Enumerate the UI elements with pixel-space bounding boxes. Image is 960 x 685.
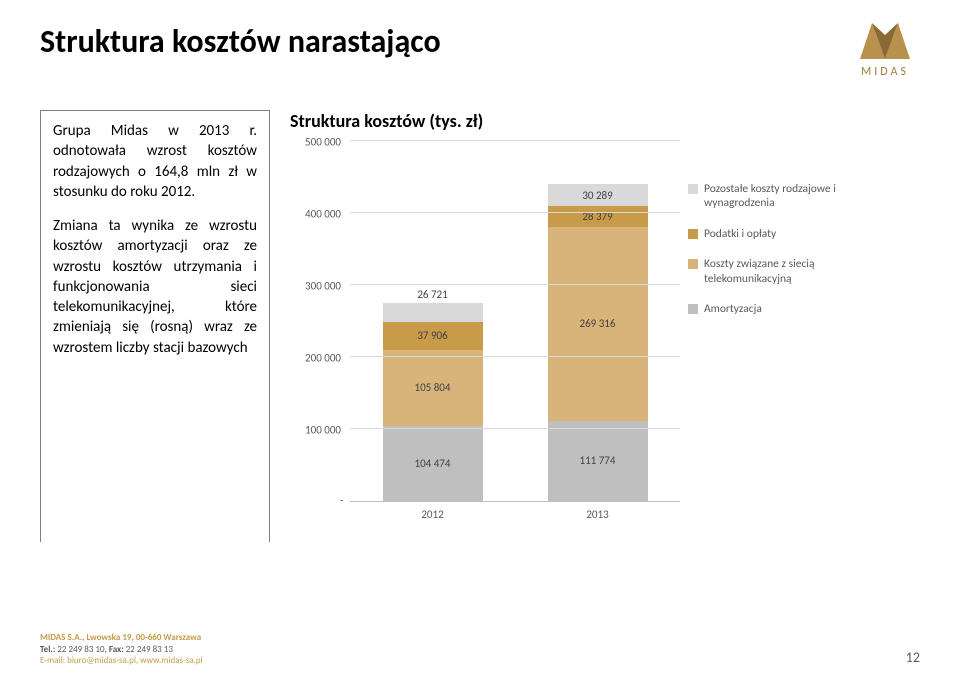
midas-logo: MIDAS [850,15,920,79]
legend-swatch [688,304,698,314]
legend-label: Pozostałe koszty rodzajowe i wynagrodzen… [704,182,868,211]
footer-mail: E-mail: biuro@midas-sa.pl, www.midas-sa.… [40,655,203,667]
segment: 269 316 [548,227,648,421]
y-tick: 100 000 [305,424,341,437]
segment-value: 26 721 [417,288,447,301]
tel-prefix: Tel.: [40,644,55,655]
y-tick: 500 000 [305,136,341,149]
y-tick: 300 000 [305,280,341,293]
legend-label: Koszty związane z siecią telekomunikacyj… [704,257,868,286]
legend-item: Pozostałe koszty rodzajowe i wynagrodzen… [688,182,868,211]
segment: 30 289 [548,184,648,206]
description-p2: Zmiana ta wynika ze wzrostu kosztów amor… [53,216,257,358]
legend: Pozostałe koszty rodzajowe i wynagrodzen… [688,142,868,542]
legend-label: Podatki i opłaty [704,227,776,241]
page-number: 12 [906,649,920,667]
description-box: Grupa Midas w 2013 r. odnotowała wzrost … [40,110,270,542]
fax-prefix: Fax: [109,644,124,655]
bar-2013: 30 289 28 379 269 316 111 774 [548,184,648,501]
footer-tel: Tel.: 22 249 83 10, Fax: 22 249 83 13 [40,644,203,656]
chart-title: Struktura kosztów (tys. zł) [290,110,920,132]
tel-1: 22 249 83 10, [57,644,106,655]
bars: 26 721 37 906 105 804 104 474 30 289 28 379 26… [350,142,680,501]
logo-text: MIDAS [850,65,920,79]
footer-left: MIDAS S.A., Lwowska 19, 00-660 Warszawa … [40,632,203,667]
gridline [350,284,680,285]
segment-value: 111 774 [580,454,616,467]
footer: MIDAS S.A., Lwowska 19, 00-660 Warszawa … [40,632,920,667]
y-tick: 200 000 [305,352,341,365]
segment-value: 104 474 [415,457,451,470]
segment-value: 37 906 [417,329,447,342]
y-tick: 400 000 [305,208,341,221]
segment: 37 906 [383,322,483,349]
gridline [350,356,680,357]
segment: 26 721 [383,303,483,322]
segment-value: 30 289 [582,189,612,202]
y-tick-0: - [340,494,343,507]
segment-value: 105 804 [415,381,451,394]
segment: 28 379 [548,206,648,226]
legend-item: Podatki i opłaty [688,227,868,241]
x-label: 2012 [421,508,443,521]
chart-plot: 100 000200 000300 000400 000500 000 26 7… [290,142,680,542]
legend-swatch [688,229,698,239]
content-row: Grupa Midas w 2013 r. odnotowała wzrost … [40,110,920,542]
legend-swatch [688,184,698,194]
y-axis: 100 000200 000300 000400 000500 000 [290,142,345,502]
segment: 104 474 [383,426,483,501]
chart-area: Struktura kosztów (tys. zł) 100 000 200 0… [290,110,920,542]
segment: 111 774 [548,421,648,501]
plot-region: 26 721 37 906 105 804 104 474 30 289 28 379 26… [350,142,680,502]
footer-company: MIDAS S.A., Lwowska 19, 00-660 Warszawa [40,632,203,644]
page-title: Struktura kosztów narastająco [40,22,441,61]
bar-2012: 26 721 37 906 105 804 104 474 [383,303,483,501]
x-axis: 2012 2013 [350,502,680,542]
tel-2: 22 249 83 13 [126,644,173,655]
chart-container: 100 000200 000300 000400 000500 000 26 7… [290,142,920,542]
segment: 105 804 [383,350,483,426]
legend-item: Koszty związane z siecią telekomunikacyj… [688,257,868,286]
x-label: 2013 [586,508,608,521]
gridline [350,212,680,213]
description-p1: Grupa Midas w 2013 r. odnotowała wzrost … [53,121,257,202]
legend-swatch [688,259,698,269]
legend-label: Amortyzacja [704,302,762,316]
gridline [350,140,680,141]
legend-item: Amortyzacja [688,302,868,316]
slide: Struktura kosztów narastająco MIDAS Grup… [0,0,960,685]
gridline [350,428,680,429]
segment-value: 269 316 [580,317,616,330]
logo-mark-icon [850,15,920,63]
